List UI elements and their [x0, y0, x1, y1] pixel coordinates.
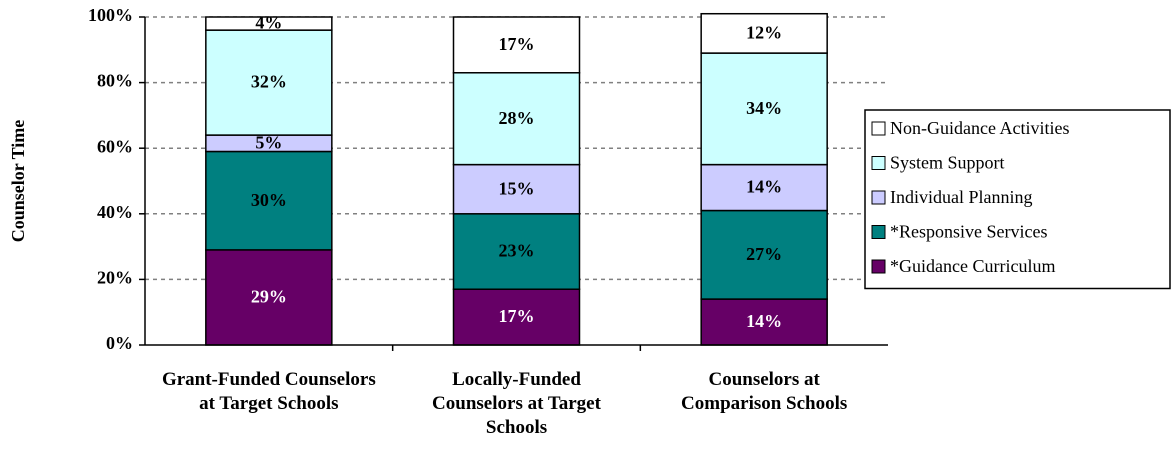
- data-label: 14%: [746, 311, 782, 331]
- data-label: 30%: [251, 190, 287, 210]
- data-label: 14%: [746, 177, 782, 197]
- bar-segment: [700, 163, 828, 212]
- data-label: 12%: [746, 23, 782, 43]
- bar-segment: [205, 29, 333, 136]
- y-axis-label: Counselor Time: [8, 120, 28, 243]
- legend-label: Individual Planning: [890, 187, 1033, 207]
- bar-segment: [452, 72, 581, 166]
- data-label: 23%: [499, 241, 535, 261]
- bar-segment: [700, 12, 828, 54]
- legend-label: Non-Guidance Activities: [890, 118, 1069, 138]
- bar-segment: [452, 16, 581, 74]
- legend-label: *Responsive Services: [890, 222, 1047, 242]
- bar-segment: [452, 213, 581, 290]
- bar-segment: [205, 249, 333, 346]
- data-label: 34%: [746, 98, 782, 118]
- legend-label: System Support: [890, 153, 1005, 173]
- legend-swatch: [871, 259, 886, 274]
- data-label: 15%: [499, 178, 535, 198]
- data-label: 29%: [251, 287, 287, 307]
- legend-swatch: [871, 156, 886, 170]
- legend-label: *Guidance Curriculum: [890, 256, 1055, 276]
- x-tick-label: Counselors at Comparison Schools: [681, 369, 848, 414]
- data-label: 17%: [499, 34, 535, 54]
- data-label: 4%: [255, 13, 282, 33]
- legend-swatch: [871, 121, 886, 136]
- legend-box: [864, 109, 1171, 290]
- legend-swatch: [871, 225, 886, 239]
- bar-segment: [452, 163, 581, 215]
- data-label: 27%: [746, 244, 782, 264]
- bar-segment: [205, 16, 333, 31]
- x-tick-label: Locally-Funded Counselors at Target Scho…: [432, 369, 601, 438]
- bar-segment: [205, 150, 333, 251]
- y-tick-label: 40%: [97, 202, 133, 222]
- x-tick-label: Grant-Funded Counselors at Target School…: [161, 369, 376, 414]
- y-tick-label: 0%: [106, 333, 133, 353]
- y-tick-label: 80%: [97, 71, 133, 91]
- y-tick-label: 100%: [88, 5, 133, 25]
- bar-segment: [700, 52, 828, 166]
- bar-segment: [452, 288, 581, 346]
- bar-segment: [700, 209, 828, 300]
- data-label: 28%: [499, 108, 535, 128]
- data-label: 5%: [255, 132, 282, 152]
- data-label: 17%: [499, 306, 535, 326]
- data-label: 32%: [251, 72, 287, 92]
- legend-swatch: [871, 190, 886, 205]
- y-tick-label: 60%: [97, 136, 133, 156]
- y-tick-label: 20%: [97, 268, 133, 288]
